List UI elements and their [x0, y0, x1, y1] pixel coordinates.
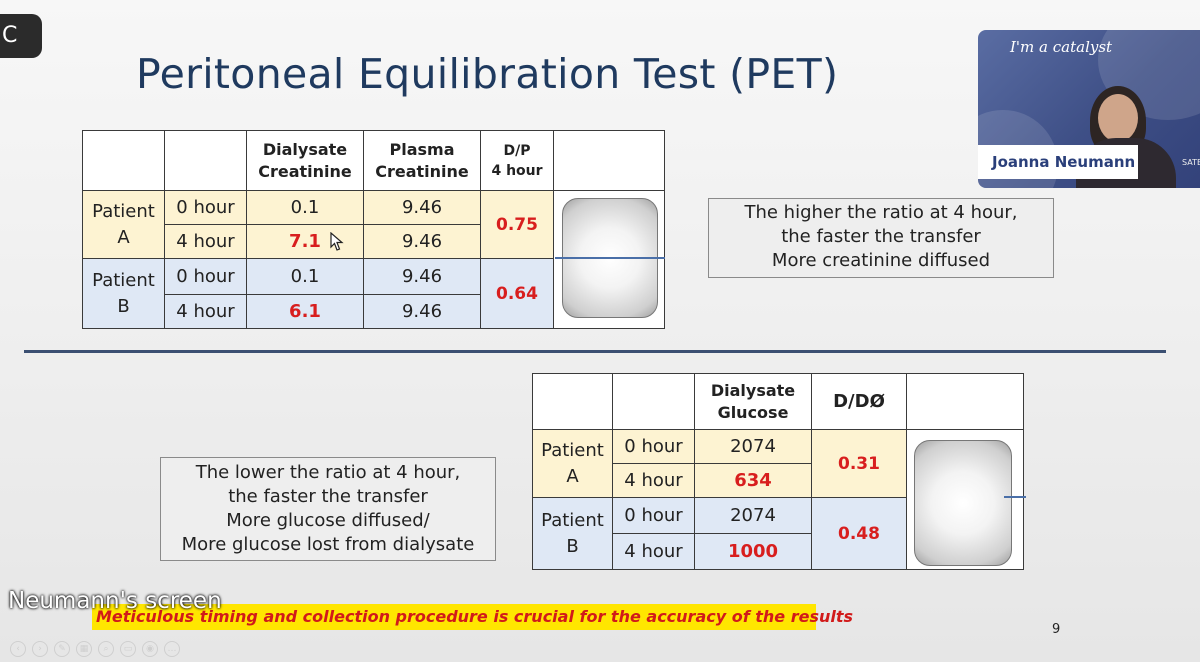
b0-dialysate-value: 0.1 [246, 258, 364, 295]
more-icon[interactable]: … [164, 641, 180, 657]
header-blank-1 [532, 373, 613, 430]
hour-label: 0 hour [612, 429, 695, 464]
patient-a-d-d0-ratio: 0.31 [811, 429, 907, 498]
header-dp-4hour: D/P 4 hour [480, 130, 554, 191]
row-separator-line [555, 257, 665, 259]
camera-icon[interactable]: ◉ [142, 641, 158, 657]
footer-note: Meticulous timing and collection procedu… [96, 607, 854, 626]
a4-glucose-value: 634 [694, 463, 812, 498]
header-blank-1 [82, 130, 165, 191]
b0-plasma-value: 9.46 [363, 258, 481, 295]
hour-label: 0 hour [612, 497, 695, 534]
hour-label: 0 hour [164, 190, 247, 225]
patient-b-d-d0-ratio: 0.48 [811, 497, 907, 570]
screen-share-label: Neumann's screen [8, 588, 222, 614]
patient-a-dp-ratio: 0.75 [480, 190, 554, 259]
header-blank-2 [164, 130, 247, 191]
header-d-d0: D/DØ [811, 373, 907, 430]
footer-highlight [92, 604, 816, 630]
hour-label: 0 hour [164, 258, 247, 295]
next-icon[interactable]: › [32, 641, 48, 657]
section-divider [24, 350, 1166, 353]
hour-label: 4 hour [164, 224, 247, 259]
note-line: More glucose lost from dialysate [181, 534, 475, 555]
slide-title: Peritoneal Equilibration Test (PET) [136, 50, 839, 98]
a4-dialysate-value: 7.1 [246, 224, 364, 259]
video-background-tagline: I'm a catalyst [1010, 38, 1113, 56]
b4-glucose-value: 1000 [694, 533, 812, 570]
header-dialysate-glucose: Dialysate Glucose [694, 373, 812, 430]
hour-label: 4 hour [164, 294, 247, 329]
header-blank-3 [906, 373, 1024, 430]
note-line: The higher the ratio at 4 hour, [744, 202, 1018, 223]
pen-icon[interactable]: ✎ [54, 641, 70, 657]
a4-plasma-value: 9.46 [363, 224, 481, 259]
a0-dialysate-value: 0.1 [246, 190, 364, 225]
zoom-icon[interactable]: ⌕ [98, 641, 114, 657]
header-plasma-creatinine: Plasma Creatinine [363, 130, 481, 191]
note-line: More creatinine diffused [771, 250, 991, 271]
creatinine-note-box: The higher the ratio at 4 hour, the fast… [708, 198, 1054, 278]
hour-label: 4 hour [612, 463, 695, 498]
note-line: the faster the transfer [228, 486, 428, 507]
video-brand-fragment: SATE [1182, 158, 1200, 167]
patient-b-dp-ratio: 0.64 [480, 258, 554, 329]
b4-dialysate-value: 6.1 [246, 294, 364, 329]
rounded-image-placeholder [914, 440, 1012, 566]
patient-b-label: Patient B [532, 497, 613, 570]
a0-glucose-value: 2074 [694, 429, 812, 464]
hour-label: 4 hour [612, 533, 695, 570]
note-line: The lower the ratio at 4 hour, [195, 462, 461, 483]
patient-a-label: Patient A [532, 429, 613, 498]
header-blank-2 [612, 373, 695, 430]
subtitles-icon[interactable]: ▭ [120, 641, 136, 657]
glucose-note-box: The lower the ratio at 4 hour, the faste… [160, 457, 496, 561]
participant-name-label: Joanna Neumann [978, 145, 1138, 179]
captions-badge[interactable]: C [0, 14, 42, 58]
a0-plasma-value: 9.46 [363, 190, 481, 225]
participant-face [1098, 94, 1138, 142]
prev-icon[interactable]: ‹ [10, 641, 26, 657]
slideshow-toolbar: ‹ › ✎ ▦ ⌕ ▭ ◉ … [10, 641, 180, 659]
b4-plasma-value: 9.46 [363, 294, 481, 329]
patient-b-label: Patient B [82, 258, 165, 329]
row-separator-line [1004, 496, 1026, 498]
slide-page-number: 9 [1052, 622, 1061, 637]
patient-a-label: Patient A [82, 190, 165, 259]
b0-glucose-value: 2074 [694, 497, 812, 534]
note-line: the faster the transfer [781, 226, 981, 247]
header-blank-3 [553, 130, 665, 191]
header-dialysate-creatinine: Dialysate Creatinine [246, 130, 364, 191]
slides-icon[interactable]: ▦ [76, 641, 92, 657]
note-line: More glucose diffused/ [226, 510, 430, 531]
mouse-cursor-icon [330, 232, 344, 251]
